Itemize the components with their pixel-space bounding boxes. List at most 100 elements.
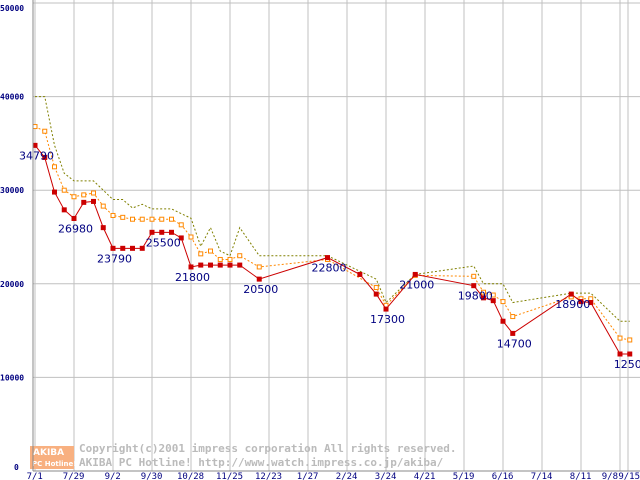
x-tick-label: 2/24 (336, 472, 358, 480)
data-point-min (481, 295, 486, 301)
x-tick-label: 9/15 (618, 472, 640, 480)
data-point-avg (110, 212, 116, 218)
data-point-min (188, 264, 194, 270)
data-label: 12500 (614, 358, 640, 371)
x-tick-label: 7/14 (531, 472, 553, 480)
y-tick-label: 50000 (0, 4, 24, 13)
data-point-min (61, 207, 67, 213)
data-point-avg (149, 216, 155, 222)
data-point-min (139, 245, 145, 251)
data-point-min (169, 229, 174, 235)
data-label: 23790 (97, 252, 132, 265)
data-point-min (237, 262, 243, 268)
logo-top-text: AKIBA (33, 448, 64, 458)
data-point-avg (217, 256, 223, 262)
x-tick-label: 7/29 (63, 472, 85, 480)
series-line-avg (34, 126, 630, 341)
x-tick-label: 1/27 (297, 472, 319, 480)
y-tick-label: 0 (14, 463, 19, 472)
data-point-avg (373, 285, 379, 291)
data-point-min (588, 300, 594, 306)
x-tick-label: 9/30 (141, 472, 163, 480)
data-point-avg (481, 289, 486, 295)
data-point-min (42, 154, 48, 160)
data-label: 34790 (19, 149, 54, 162)
url-text: AKIBA PC Hotline! http://www.watch.impre… (79, 456, 444, 469)
series-group (32, 96, 633, 357)
data-point-avg (61, 187, 67, 193)
data-point-avg (42, 128, 48, 134)
data-point-avg (91, 190, 96, 196)
data-label: 21000 (399, 278, 434, 291)
data-point-min (52, 189, 57, 195)
x-tick-label: 5/19 (453, 472, 475, 480)
data-label: 21800 (175, 271, 210, 284)
data-point-avg (237, 253, 243, 259)
data-labels: 34790 26980 23790 25500 21800 20500 22800 17300… (19, 149, 640, 371)
series-line-min (34, 145, 630, 355)
data-point-min (373, 291, 379, 297)
data-point-avg (627, 337, 633, 343)
data-label: 25500 (146, 236, 181, 249)
data-point-avg (208, 248, 213, 254)
data-point-min (227, 262, 233, 268)
data-label: 18900 (555, 298, 590, 311)
data-point-avg (471, 273, 477, 279)
data-point-min (383, 306, 389, 312)
data-point-min (412, 271, 418, 277)
data-point-avg (139, 216, 145, 222)
data-point-min (198, 262, 204, 268)
data-point-min (120, 245, 126, 251)
data-point-min (110, 245, 116, 251)
data-point-avg (71, 194, 77, 200)
x-tick-label: 9/2 (105, 472, 121, 480)
data-point-avg (178, 222, 184, 228)
data-point-avg (227, 256, 233, 262)
data-label: 14700 (497, 337, 532, 350)
data-point-min (32, 142, 38, 148)
data-point-min (81, 199, 87, 205)
logo-bottom-text: PC Hotline! (32, 460, 76, 468)
y-tick-label: 30000 (0, 186, 24, 195)
data-point-min (500, 318, 506, 324)
data-point-min (490, 298, 496, 304)
x-tick-label: 11/25 (216, 472, 243, 480)
x-tick-label: 6/16 (492, 472, 514, 480)
data-point-min (325, 255, 330, 261)
x-tick-label: 4/21 (414, 472, 436, 480)
data-point-avg (490, 292, 496, 298)
data-point-min (208, 262, 213, 268)
x-tick-label: 7/1 (27, 472, 43, 480)
x-tick-label: 8/11 (570, 472, 592, 480)
data-point-min (357, 271, 363, 277)
data-point-min (617, 351, 623, 357)
data-label: 26980 (58, 222, 93, 235)
watermark: AKIBA PC Hotline! Copyright(c)2001 impre… (30, 442, 457, 469)
x-tick-label: 10/28 (177, 472, 204, 480)
data-point-min (627, 351, 633, 357)
data-point-avg (81, 192, 87, 198)
data-label: 19800 (458, 290, 493, 303)
data-point-min (578, 299, 584, 305)
data-point-avg (130, 216, 135, 222)
data-point-min (471, 283, 477, 289)
data-label: 20500 (243, 283, 278, 296)
y-tick-label: 40000 (0, 93, 24, 102)
grid (33, 0, 640, 471)
data-point-avg (500, 299, 506, 305)
data-point-avg (159, 216, 165, 222)
data-point-min (256, 276, 262, 282)
data-point-avg (120, 214, 126, 220)
copyright-text: Copyright(c)2001 impress corporation All… (79, 442, 457, 455)
data-point-min (510, 330, 516, 336)
data-point-min (130, 245, 135, 251)
data-point-min (178, 235, 184, 241)
data-point-avg (32, 124, 38, 130)
x-tick-label: 9/8 (602, 472, 618, 480)
data-point-min (568, 291, 574, 297)
data-point-avg (256, 264, 262, 270)
data-point-min (71, 215, 77, 221)
data-point-avg (169, 216, 174, 222)
